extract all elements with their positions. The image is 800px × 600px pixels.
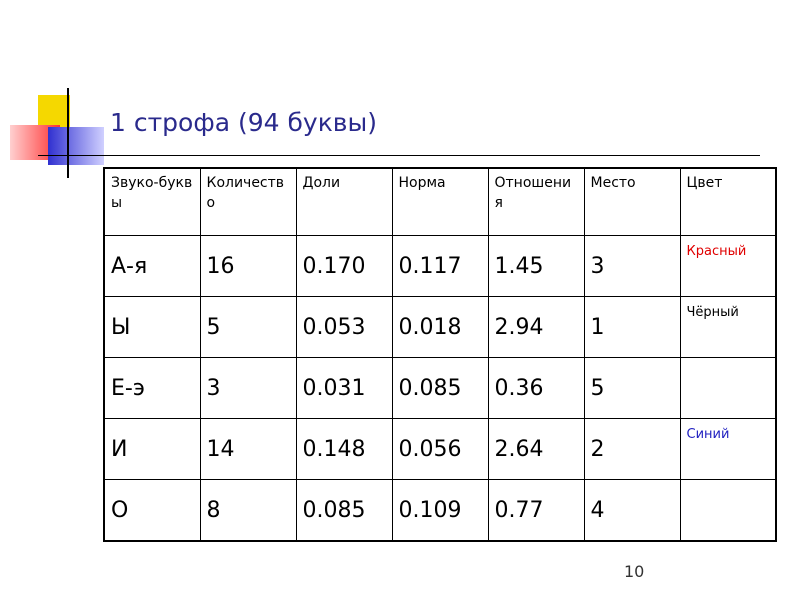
table-cell: 2.94	[487, 296, 585, 358]
header-cell: Цвет	[679, 167, 777, 236]
table-cell: 4	[583, 479, 681, 542]
header-cell: Отношения	[487, 167, 585, 236]
color-cell	[679, 357, 777, 419]
table-cell: И	[103, 418, 201, 480]
table-row: И 14 0.148 0.056 2.64 2 Синий	[103, 418, 777, 480]
table-row: О 8 0.085 0.109 0.77 4	[103, 479, 777, 542]
table-cell: 0.109	[391, 479, 489, 542]
horizontal-rule	[38, 155, 760, 156]
table-cell: 0.148	[295, 418, 393, 480]
table-cell: Е-э	[103, 357, 201, 419]
slide-title: 1 строфа (94 буквы)	[110, 108, 378, 137]
table-cell: 2	[583, 418, 681, 480]
table-cell: 0.085	[295, 479, 393, 542]
header-cell: Место	[583, 167, 681, 236]
table-cell: 1.45	[487, 235, 585, 297]
table-cell: 8	[199, 479, 297, 542]
table-cell: 16	[199, 235, 297, 297]
table-row: Е-э 3 0.031 0.085 0.36 5	[103, 357, 777, 419]
table-cell: О	[103, 479, 201, 542]
color-cell	[679, 479, 777, 542]
table-cell: 5	[583, 357, 681, 419]
page-number: 10	[624, 562, 645, 581]
table-cell: 0.018	[391, 296, 489, 358]
table-cell: 0.085	[391, 357, 489, 419]
table-cell: 0.056	[391, 418, 489, 480]
table-cell: 0.170	[295, 235, 393, 297]
table-cell: 3	[583, 235, 681, 297]
table-cell: А-я	[103, 235, 201, 297]
blue-square	[48, 127, 104, 165]
table-cell: 5	[199, 296, 297, 358]
color-cell: Красный	[679, 235, 777, 297]
table-cell: 0.36	[487, 357, 585, 419]
header-cell: Звуко-буквы	[103, 167, 201, 236]
header-cell: Доли	[295, 167, 393, 236]
table-cell: 3	[199, 357, 297, 419]
color-cell: Синий	[679, 418, 777, 480]
yellow-square	[38, 95, 70, 130]
table-cell: 2.64	[487, 418, 585, 480]
table-cell: 0.053	[295, 296, 393, 358]
table-cell: 1	[583, 296, 681, 358]
table-cell: 0.117	[391, 235, 489, 297]
table-cell: 0.77	[487, 479, 585, 542]
table-row: А-я 16 0.170 0.117 1.45 3 Красный	[103, 235, 777, 297]
table-row: Ы 5 0.053 0.018 2.94 1 Чёрный	[103, 296, 777, 358]
header-row: Звуко-буквы Количество Доли Норма Отношения М…	[103, 167, 777, 236]
table-cell: Ы	[103, 296, 201, 358]
vertical-rule	[67, 88, 69, 178]
table-cell: 14	[199, 418, 297, 480]
color-cell: Чёрный	[679, 296, 777, 358]
header-cell: Количество	[199, 167, 297, 236]
data-table: Звуко-буквы Количество Доли Норма Отношения М…	[103, 167, 777, 542]
table-cell: 0.031	[295, 357, 393, 419]
header-cell: Норма	[391, 167, 489, 236]
